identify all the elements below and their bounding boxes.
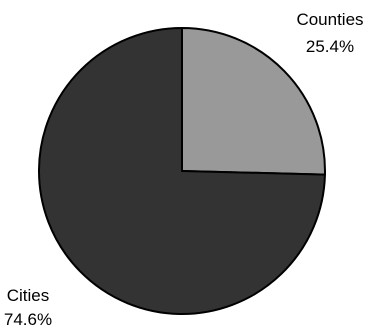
pie-slices	[38, 27, 326, 315]
slice-label-cities: Cities 74.6%	[4, 286, 52, 329]
slice-name-counties: Counties	[296, 10, 363, 29]
slice-percent-cities: 74.6%	[4, 310, 52, 329]
slice-label-counties: Counties 25.4%	[296, 10, 363, 56]
pie-slice-cities	[38, 27, 326, 315]
slice-name-cities: Cities	[7, 286, 50, 305]
slice-percent-counties: 25.4%	[306, 37, 354, 56]
pie-slice-counties	[181, 27, 326, 176]
